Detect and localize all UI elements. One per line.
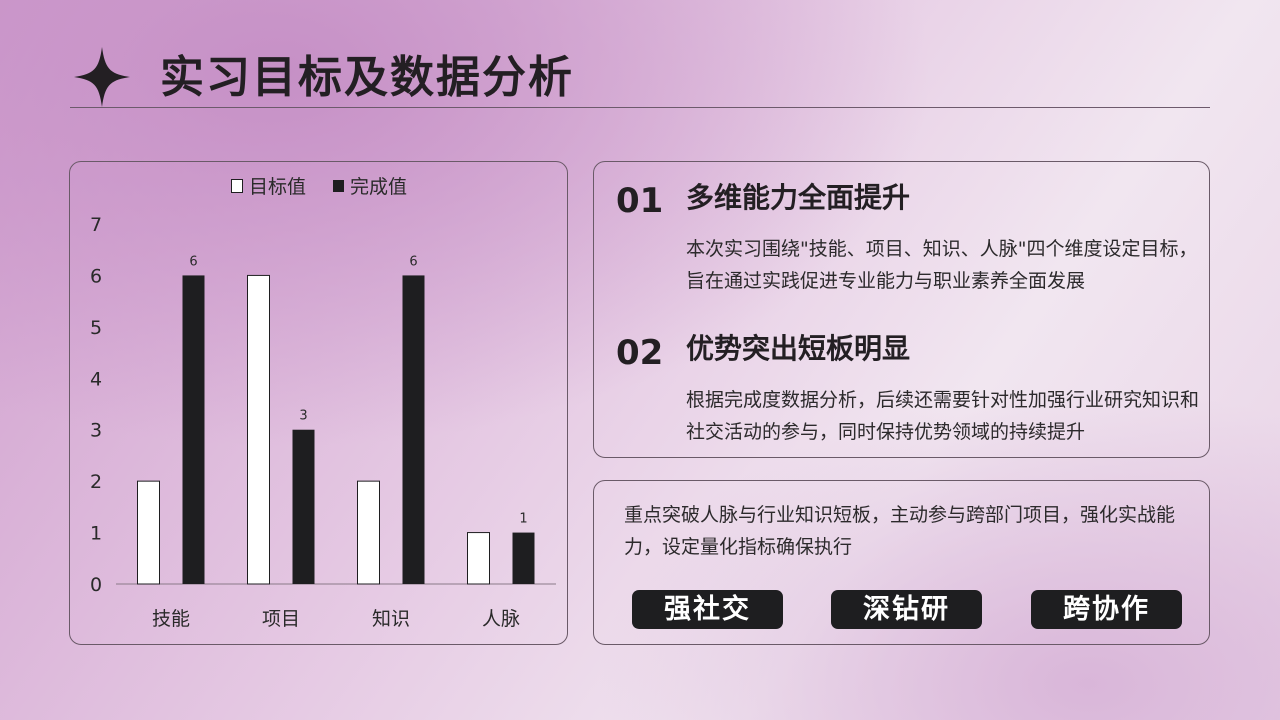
y-tick-label: 7 [90, 214, 102, 236]
data-label: 1 [519, 512, 527, 527]
y-tick-label: 5 [90, 317, 102, 339]
title-divider [70, 107, 1210, 108]
bar-completed [182, 275, 205, 584]
y-tick-label: 4 [90, 368, 102, 390]
chart-panel: 0 1 2 3 4 5 6 7 技能 6 项目 3 知识 6 人脉 1 目标值 完成值 [69, 161, 568, 645]
point-heading: 多维能力全面提升 [686, 181, 911, 214]
page-title: 实习目标及数据分析 [160, 52, 574, 103]
x-tick-label: 项目 [262, 608, 300, 630]
bar-target [467, 532, 490, 585]
y-tick-label: 6 [90, 265, 102, 287]
y-tick-label: 3 [90, 420, 102, 442]
legend-label: 目标值 [249, 176, 306, 198]
x-tick-label: 知识 [372, 608, 410, 630]
summary-panel: 重点突破人脉与行业知识短板，主动参与跨部门项目，强化实战能力，设定量化指标确保执… [593, 480, 1210, 645]
point-number: 01 [616, 181, 664, 221]
bar-chart: 0 1 2 3 4 5 6 7 技能 6 项目 3 知识 6 人脉 1 目标值 完成值 [90, 176, 556, 630]
data-label: 6 [409, 254, 417, 269]
data-label: 3 [299, 409, 307, 424]
bar-target [357, 480, 380, 585]
point-number: 02 [616, 333, 664, 373]
tag-social: 强社交 [632, 590, 783, 629]
tag-research: 深钻研 [831, 590, 982, 629]
data-label: 6 [189, 254, 197, 269]
bar-target [247, 274, 270, 585]
legend-swatch-completed [333, 180, 344, 192]
y-tick-label: 2 [90, 471, 102, 493]
tag-collaboration: 跨协作 [1031, 590, 1182, 629]
y-tick-label: 1 [90, 523, 102, 545]
y-tick-label: 0 [90, 574, 102, 596]
bar-completed [402, 275, 425, 584]
bar-completed [512, 532, 535, 584]
x-tick-label: 技能 [152, 608, 190, 630]
summary-text: 重点突破人脉与行业知识短板，主动参与跨部门项目，强化实战能力，设定量化指标确保执… [624, 504, 1176, 558]
key-points-panel: 01 多维能力全面提升 本次实习围绕"技能、项目、知识、人脉"四个维度设定目标，… [593, 161, 1210, 458]
x-tick-label: 人脉 [482, 608, 520, 630]
bar-target [137, 480, 160, 585]
legend-label: 完成值 [350, 176, 407, 198]
legend-swatch-target [231, 179, 243, 193]
point-heading: 优势突出短板明显 [686, 332, 911, 365]
point-body: 根据完成度数据分析，后续还需要针对性加强行业研究知识和社交活动的参与，同时保持优… [686, 389, 1200, 443]
bar-completed [292, 429, 315, 584]
sparkle-star-icon [74, 47, 130, 107]
point-body: 本次实习围绕"技能、项目、知识、人脉"四个维度设定目标，旨在通过实践促进专业能力… [686, 238, 1198, 292]
